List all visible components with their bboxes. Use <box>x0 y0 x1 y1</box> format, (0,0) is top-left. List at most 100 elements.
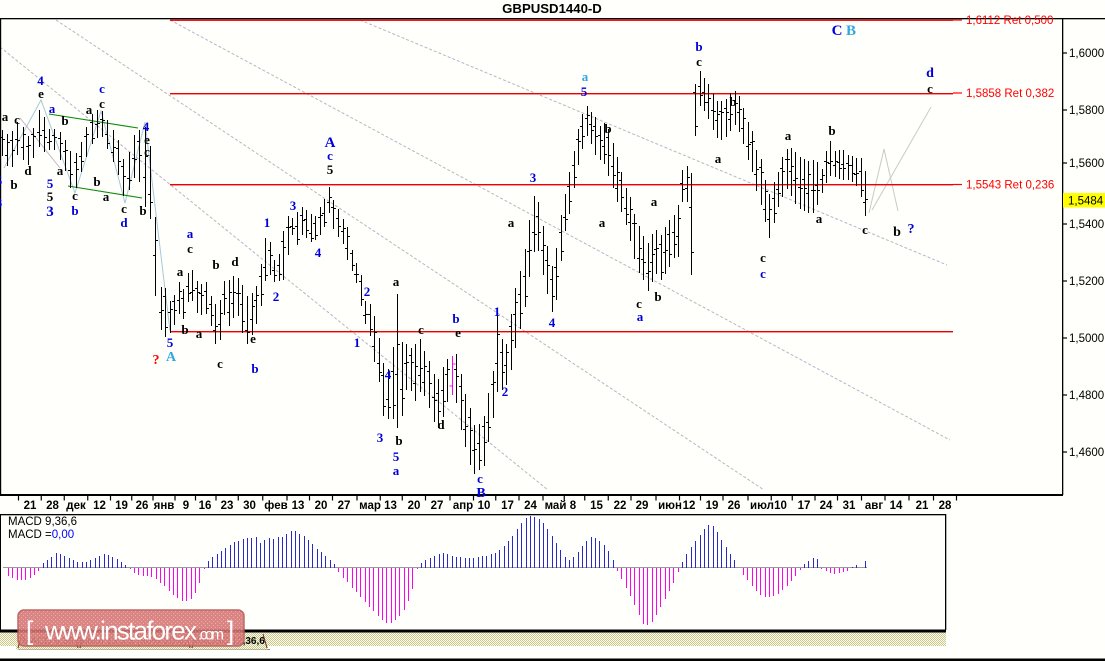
svg-text:b: b <box>729 94 736 109</box>
svg-text:c: c <box>862 222 868 237</box>
svg-text:c: c <box>696 54 702 69</box>
svg-text:21: 21 <box>916 500 929 512</box>
svg-text:a: a <box>508 215 515 230</box>
svg-text:19: 19 <box>706 500 719 512</box>
svg-text:e: e <box>455 325 461 340</box>
svg-text:b: b <box>654 289 661 304</box>
svg-text:c: c <box>99 81 105 96</box>
svg-text:.com: .com <box>198 627 224 644</box>
svg-text:c: c <box>14 112 20 127</box>
svg-text:d: d <box>437 417 445 432</box>
svg-text:июл: июл <box>750 500 774 512</box>
svg-text:1: 1 <box>264 215 271 230</box>
svg-text:a: a <box>393 463 400 478</box>
svg-text:мар: мар <box>359 500 381 512</box>
svg-text:24: 24 <box>820 500 833 512</box>
svg-text:a: a <box>196 326 203 341</box>
svg-text:5: 5 <box>581 84 588 99</box>
svg-text:a: a <box>103 189 110 204</box>
svg-text:19: 19 <box>115 500 128 512</box>
svg-text:C: C <box>832 23 843 39</box>
svg-text:1,6000: 1,6000 <box>1069 48 1104 60</box>
svg-text:www.instaforex: www.instaforex <box>44 616 197 646</box>
svg-text:b: b <box>395 433 402 448</box>
svg-text:1,5858 Ret 0,382: 1,5858 Ret 0,382 <box>966 88 1054 100</box>
svg-text:23: 23 <box>221 500 234 512</box>
svg-text:A: A <box>166 350 177 365</box>
svg-text:a: a <box>86 102 93 117</box>
svg-text:b: b <box>251 361 258 376</box>
svg-text:a: a <box>49 101 56 116</box>
svg-text:31: 31 <box>843 500 856 512</box>
svg-text:A: A <box>325 135 336 151</box>
svg-text:a: a <box>582 69 589 84</box>
svg-text:26: 26 <box>728 500 741 512</box>
svg-text:24: 24 <box>524 500 537 512</box>
svg-text:a: a <box>816 211 823 226</box>
svg-text:b: b <box>61 113 68 128</box>
svg-text:27: 27 <box>338 500 351 512</box>
svg-text:5: 5 <box>393 449 400 464</box>
svg-text:]: ] <box>227 616 234 646</box>
svg-text:5: 5 <box>167 335 174 350</box>
svg-text:5: 5 <box>47 189 54 204</box>
svg-text:1,5400: 1,5400 <box>1069 219 1104 231</box>
svg-text:13: 13 <box>292 500 305 512</box>
svg-text:[: [ <box>26 616 34 646</box>
svg-text:e: e <box>144 132 150 147</box>
svg-text:12: 12 <box>683 500 696 512</box>
svg-text:b: b <box>212 257 219 272</box>
svg-text:b: b <box>181 322 188 337</box>
svg-text:17: 17 <box>501 500 514 512</box>
svg-text:b: b <box>10 177 17 192</box>
svg-text:b: b <box>452 311 459 326</box>
svg-text:янв: янв <box>154 500 175 512</box>
svg-text:1: 1 <box>354 335 361 350</box>
svg-text:2: 2 <box>364 284 371 299</box>
svg-text:1,5800: 1,5800 <box>1069 105 1104 117</box>
svg-text:21: 21 <box>24 500 37 512</box>
svg-text:июн: июн <box>658 500 682 512</box>
svg-text:1,5543 Ret 0,236: 1,5543 Ret 0,236 <box>966 180 1054 192</box>
svg-text:b: b <box>71 203 78 218</box>
svg-text:4: 4 <box>385 367 392 382</box>
svg-text:a: a <box>651 194 658 209</box>
svg-text:a: a <box>637 309 644 324</box>
svg-text:c: c <box>327 148 333 163</box>
svg-text:16: 16 <box>199 500 212 512</box>
svg-text:26: 26 <box>136 500 149 512</box>
svg-text:3: 3 <box>290 198 297 213</box>
svg-text:2: 2 <box>502 384 509 399</box>
svg-text:30: 30 <box>243 500 256 512</box>
svg-text:a: a <box>187 226 194 241</box>
svg-text:5: 5 <box>0 173 3 188</box>
svg-text:14: 14 <box>890 500 903 512</box>
svg-text:c: c <box>99 96 105 111</box>
svg-text:B: B <box>476 486 485 501</box>
svg-text:15: 15 <box>590 500 603 512</box>
svg-text:12: 12 <box>93 500 106 512</box>
svg-text:d: d <box>120 215 128 230</box>
svg-text:3: 3 <box>46 204 54 220</box>
svg-text:b: b <box>93 174 100 189</box>
svg-text:b: b <box>828 123 835 138</box>
svg-text:a: a <box>57 163 64 178</box>
svg-text:a: a <box>393 274 400 289</box>
svg-text:27: 27 <box>431 500 444 512</box>
svg-text:e: e <box>38 86 44 101</box>
svg-text:1,5484: 1,5484 <box>1068 196 1104 208</box>
svg-text:a: a <box>715 151 722 166</box>
svg-text:5: 5 <box>47 176 54 191</box>
svg-text:4: 4 <box>37 73 44 88</box>
svg-text:1,5200: 1,5200 <box>1069 276 1104 288</box>
svg-text:20: 20 <box>408 500 421 512</box>
svg-text:3: 3 <box>0 195 3 210</box>
svg-text:a: a <box>177 264 184 279</box>
svg-text:e: e <box>250 331 256 346</box>
svg-text:1,4800: 1,4800 <box>1069 390 1104 402</box>
svg-text:22: 22 <box>614 500 627 512</box>
svg-text:b: b <box>604 121 611 136</box>
svg-text:фев: фев <box>264 500 287 512</box>
svg-text:1: 1 <box>494 304 501 319</box>
svg-text:GBPUSD1440-D: GBPUSD1440-D <box>502 1 602 16</box>
